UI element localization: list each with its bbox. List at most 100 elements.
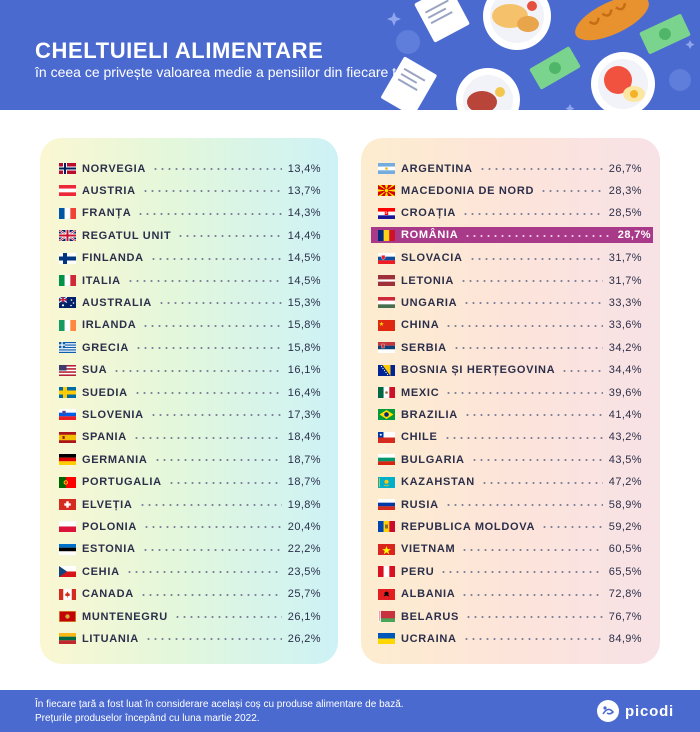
flag-poland-icon (59, 521, 76, 533)
flag-albania-icon (378, 588, 395, 600)
table-row-australia: AUSTRALIA 15,3% (59, 294, 321, 311)
flag-slovenia-icon (59, 409, 76, 421)
table-row-serbia: SERBIA 34,2% (378, 339, 642, 356)
dotted-leader (134, 347, 282, 350)
dotted-leader (167, 481, 282, 484)
table-row-finlanda: FINLANDA 14,5% (59, 250, 321, 267)
food-expense-percent: 47,2% (608, 476, 642, 489)
dotted-leader (480, 481, 603, 484)
food-expense-percent: 25,7% (287, 588, 321, 601)
country-name: IRLANDA (82, 319, 137, 332)
food-expense-percent: 33,6% (608, 319, 642, 332)
dotted-leader (478, 168, 603, 170)
table-row-cehia: CEHIA 23,5% (59, 563, 321, 580)
dotted-leader (142, 324, 282, 327)
flag-romania-icon (378, 229, 395, 241)
country-name: ALBANIA (401, 588, 456, 601)
table-row-franta: FRANȚA 14,3% (59, 205, 321, 222)
flag-australia-icon (59, 297, 76, 309)
food-expense-percent: 18,7% (287, 453, 321, 466)
dotted-leader (139, 593, 282, 596)
table-row-grecia: GRECIA 15,8% (59, 339, 321, 356)
dotted-leader (173, 616, 282, 618)
picodi-logo-icon (597, 700, 620, 722)
dotted-leader (445, 392, 603, 394)
dotted-leader (459, 280, 603, 282)
food-expense-percent: 15,8% (287, 319, 321, 332)
dotted-leader (468, 257, 603, 260)
dotted-leader (141, 190, 282, 193)
dotted-leader (452, 347, 603, 350)
dotted-leader (470, 459, 603, 462)
dotted-leader (144, 638, 282, 641)
food-expense-percent: 18,4% (287, 431, 321, 444)
flag-montenegro-icon (59, 611, 76, 622)
country-name: RUSIA (401, 498, 439, 511)
dotted-leader (152, 168, 282, 170)
table-row-lituania: LITUANIA 26,2% (59, 630, 321, 647)
food-expense-percent: 28,3% (608, 184, 642, 197)
food-expense-percent: 43,5% (608, 453, 642, 466)
table-row-ucraina: UCRAINA 84,9% (378, 630, 642, 647)
flag-serbia-icon (378, 342, 395, 354)
flag-uk-icon (59, 230, 76, 242)
country-name: VIETNAM (401, 543, 456, 556)
flag-china-icon (378, 319, 395, 331)
flag-germany-icon (59, 454, 76, 466)
country-name: REGATUL UNIT (82, 229, 172, 242)
page-subtitle: în ceea ce privește valoarea medie a pen… (35, 64, 417, 80)
food-expense-percent: 18,7% (287, 476, 321, 489)
table-row-peru: PERU 65,5% (378, 563, 642, 580)
food-expense-percent: 13,7% (287, 184, 321, 197)
dotted-leader (541, 526, 603, 529)
dotted-leader (141, 548, 282, 551)
table-row-argentina: ARGENTINA 26,7% (378, 160, 642, 177)
flag-belarus-icon (378, 611, 395, 622)
country-name: GERMANIA (82, 453, 148, 466)
dotted-leader (126, 280, 282, 282)
country-name: SLOVACIA (401, 252, 463, 265)
food-expense-percent: 14,5% (287, 252, 321, 265)
food-expense-percent: 28,7% (617, 229, 651, 242)
dotted-leader (440, 571, 603, 574)
dotted-leader (444, 504, 603, 506)
dotted-leader (443, 436, 603, 439)
table-row-elvetia: ELVEȚIA 19,8% (59, 496, 321, 513)
flag-portugal-icon (59, 476, 76, 488)
country-name: MUNTENEGRU (82, 610, 168, 623)
dotted-leader (464, 234, 612, 237)
country-name: FRANȚA (82, 207, 132, 220)
food-expense-percent: 84,9% (608, 632, 642, 645)
country-name: KAZAHSTAN (401, 476, 475, 489)
dotted-leader (177, 235, 282, 238)
country-name: PERU (401, 565, 435, 578)
table-row-irlanda: IRLANDA 15,8% (59, 317, 321, 334)
dotted-leader (561, 369, 603, 372)
country-name: FINLANDA (82, 252, 144, 265)
table-row-ungaria: UNGARIA 33,3% (378, 294, 642, 311)
country-name: MEXIC (401, 386, 440, 399)
country-name: ITALIA (82, 274, 121, 287)
dotted-leader (461, 593, 603, 596)
food-expense-percent: 65,5% (608, 565, 642, 578)
table-row-estonia: ESTONIA 22,2% (59, 541, 321, 558)
food-expense-percent: 26,1% (287, 610, 321, 623)
flag-canada-icon (59, 588, 76, 600)
dotted-leader (463, 302, 603, 305)
table-row-regatul-unit: REGATUL UNIT 14,4% (59, 227, 321, 244)
table-row-italia: ITALIA 14,5% (59, 272, 321, 289)
table-row-macedonia-de-nord: MACEDONIA DE NORD 28,3% (378, 182, 642, 199)
country-name: BELARUS (401, 610, 460, 623)
dotted-leader (157, 302, 282, 305)
food-expense-percent: 13,4% (287, 162, 321, 175)
footer-banner: În fiecare țară a fost luat în considera… (0, 690, 700, 732)
table-row-mexic: MEXIC 39,6% (378, 384, 642, 401)
footer-note-basket: În fiecare țară a fost luat în considera… (35, 699, 404, 710)
food-expense-percent: 58,9% (608, 498, 642, 511)
flag-latvia-icon (378, 275, 395, 286)
picodi-logo: picodi (596, 699, 674, 723)
country-name: POLONIA (82, 520, 138, 533)
food-expense-percent: 22,2% (287, 543, 321, 556)
flag-peru-icon (378, 566, 395, 578)
dotted-leader (149, 414, 282, 417)
